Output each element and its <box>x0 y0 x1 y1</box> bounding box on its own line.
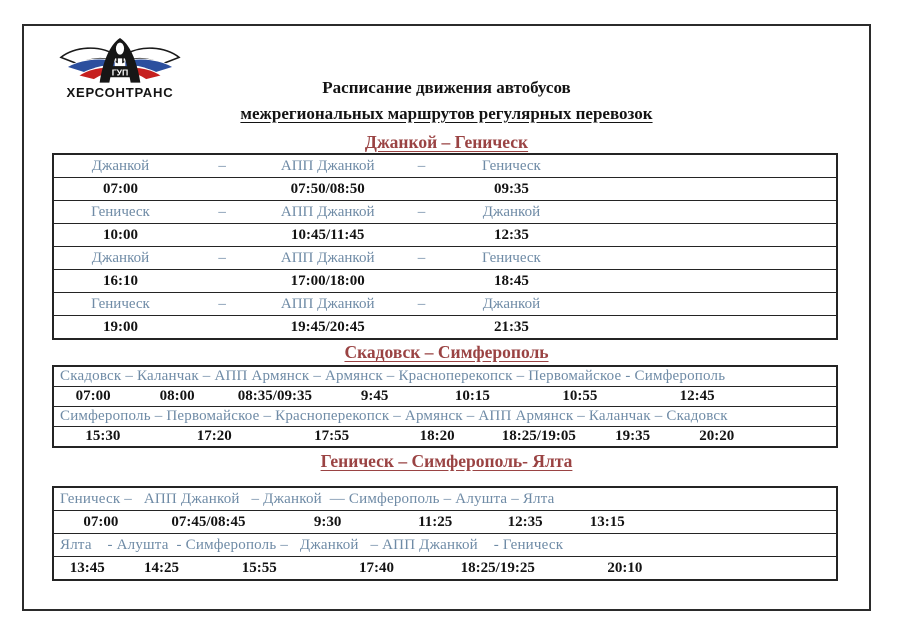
stop-time: 15:30 <box>85 428 121 444</box>
stop-time: 9:45 <box>360 388 389 404</box>
stop-time: 15:55 <box>241 560 277 576</box>
station-name: АПП Джанкой <box>280 250 375 266</box>
section-title-skadovsk-simferopol: Скадовск – Симферополь <box>344 342 549 362</box>
times-row: 16:10 17:00/18:00 18:45 <box>54 270 836 293</box>
times-row: 10:00 10:45/11:45 12:35 <box>54 224 836 247</box>
transfer-time: 10:45/11:45 <box>291 227 365 243</box>
stop-time: 13:45 <box>69 560 105 576</box>
route-row: Ялта - Алушта - Симферополь – Джанкой – … <box>54 534 836 557</box>
route-dash: – <box>218 296 226 312</box>
route-dash: – <box>417 158 426 174</box>
route-row: Геническ – АПП Джанкой – Джанкой — Симфе… <box>54 488 836 511</box>
route-row: Симферополь – Первомайское – Красноперек… <box>54 407 836 427</box>
times-row: 15:30 17:20 17:55 18:20 18:25/19:05 19:3… <box>54 427 836 446</box>
stop-time: 11:25 <box>418 514 453 530</box>
route-dash: – <box>218 204 226 220</box>
stop-time: 20:20 <box>699 428 735 444</box>
station-name: Геническ <box>91 296 150 312</box>
stop-time: 08:00 <box>159 388 195 404</box>
arrival-time: 18:45 <box>493 273 529 289</box>
times-row: 19:00 19:45/20:45 21:35 <box>54 316 836 338</box>
transfer-time: 17:00/18:00 <box>290 273 365 289</box>
station-name: Джанкой <box>482 296 541 312</box>
departure-time: 16:10 <box>102 273 138 289</box>
stop-time: 14:25 <box>144 560 180 576</box>
stop-time: 07:00 <box>75 388 111 404</box>
stop-time: 07:00 <box>83 514 119 530</box>
route-row: Джанкой – АПП Джанкой – Геническ <box>54 247 836 270</box>
document-title-line1: Расписание движения автобусов <box>322 78 571 97</box>
route-row: Скадовск – Каланчак – АПП Армянск – Армя… <box>54 367 836 387</box>
station-name: АПП Джанкой <box>280 204 375 220</box>
arrival-time: 09:35 <box>493 181 529 197</box>
departure-time: 07:00 <box>102 181 138 197</box>
station-name: АПП Джанкой <box>280 296 375 312</box>
stop-time: 08:35/09:35 <box>237 388 312 404</box>
stop-time: 19:35 <box>615 428 651 444</box>
stop-time: 13:15 <box>589 514 625 530</box>
station-name: Геническ <box>91 204 150 220</box>
stop-time: 18:25/19:05 <box>501 428 576 444</box>
stop-time: 18:20 <box>419 428 455 444</box>
logo-org-name: ХЕРСОНТРАНС <box>67 85 174 100</box>
section-title-dzhankoy-genichesk: Джанкой – Геническ <box>364 132 529 152</box>
route-dash: – <box>417 250 426 266</box>
transfer-time: 07:50/08:50 <box>290 181 365 197</box>
route-dash: – <box>218 158 226 174</box>
route-dash: – <box>417 204 426 220</box>
times-row: 07:00 07:45/08:45 9:30 11:25 12:35 13:15 <box>54 511 836 534</box>
stop-time: 12:45 <box>679 388 715 404</box>
stop-time: 07:45/08:45 <box>171 514 246 530</box>
station-name: Геническ <box>482 250 541 266</box>
stop-time: 17:20 <box>196 428 232 444</box>
stop-time: 9:30 <box>313 514 342 530</box>
route-row: Джанкой – АПП Джанкой – Геническ <box>54 155 836 178</box>
route-dash: – <box>218 250 226 266</box>
arrival-time: 12:35 <box>493 227 529 243</box>
schedule-table-genichesk-simferopol-yalta: Геническ – АПП Джанкой – Джанкой — Симфе… <box>52 486 838 581</box>
section-title-genichesk-simferopol-yalta: Геническ – Симферополь- Ялта <box>320 451 573 471</box>
departure-time: 10:00 <box>102 227 138 243</box>
schedule-table-skadovsk-simferopol: Скадовск – Каланчак – АПП Армянск – Армя… <box>52 365 838 448</box>
arrival-time: 21:35 <box>493 319 529 335</box>
khersontrans-logo: ГУП ХЕРСОНТРАНС <box>59 38 181 100</box>
stop-time: 20:10 <box>607 560 643 576</box>
stop-time: 10:55 <box>562 388 598 404</box>
document-title-line2: межрегиональных маршрутов регулярных пер… <box>240 104 653 123</box>
stop-time: 17:55 <box>314 428 350 444</box>
departure-time: 19:00 <box>102 319 138 335</box>
route-row: Геническ – АПП Джанкой – Джанкой <box>54 293 836 316</box>
station-name: АПП Джанкой <box>280 158 375 174</box>
stop-time: 10:15 <box>454 388 490 404</box>
logo-letter-a-icon: ГУП <box>99 38 141 83</box>
logo-block: ГУП ХЕРСОНТРАНС <box>58 36 182 102</box>
times-row: 07:00 07:50/08:50 09:35 <box>54 178 836 201</box>
times-row: 13:45 14:25 15:55 17:40 18:25/19:25 20:1… <box>54 557 836 579</box>
logo-gup-label: ГУП <box>112 67 129 77</box>
stop-time: 17:40 <box>359 560 395 576</box>
station-name: Геническ <box>482 158 541 174</box>
route-row: Геническ – АПП Джанкой – Джанкой <box>54 201 836 224</box>
schedule-table-dzhankoy-genichesk: Джанкой – АПП Джанкой – Геническ 07:00 0… <box>52 153 838 340</box>
station-name: Джанкой <box>91 158 150 174</box>
station-name: Джанкой <box>91 250 150 266</box>
route-dash: – <box>417 296 426 312</box>
station-name: Джанкой <box>482 204 541 220</box>
document-page: ГУП ХЕРСОНТРАНС Расписание движения авто… <box>22 24 871 611</box>
transfer-time: 19:45/20:45 <box>290 319 365 335</box>
stop-time: 12:35 <box>507 514 543 530</box>
stop-time: 18:25/19:25 <box>460 560 535 576</box>
times-row: 07:00 08:00 08:35/09:35 9:45 10:15 10:55… <box>54 387 836 407</box>
